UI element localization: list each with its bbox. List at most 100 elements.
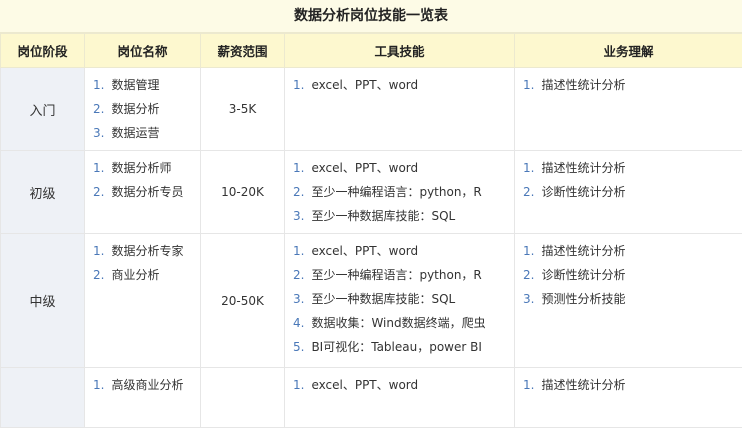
position-cell: 1.数据管理 2. 数据分析 3. 数据运营 bbox=[85, 68, 201, 151]
item-number: 3. bbox=[293, 292, 304, 306]
item-number: 2. bbox=[93, 102, 104, 116]
item-text: 预测性分析技能 bbox=[541, 292, 625, 306]
business-item: 3. 预测性分析技能 bbox=[523, 287, 734, 311]
item-text: excel、PPT、word bbox=[311, 244, 418, 258]
tool-item: 1. excel、PPT、word bbox=[293, 373, 506, 397]
tool-item: 2. 至少一种编程语言：python，R bbox=[293, 263, 506, 287]
item-number: 1. bbox=[293, 161, 304, 175]
item-text: 诊断性统计分析 bbox=[541, 185, 625, 199]
item-text: 高级商业分析 bbox=[111, 378, 183, 392]
stage-cell: 中级 bbox=[1, 234, 85, 368]
item-text: 商业分析 bbox=[111, 268, 159, 282]
item-text: 数据运营 bbox=[111, 126, 159, 140]
header-row: 岗位阶段岗位名称薪资范围工具技能业务理解 bbox=[1, 34, 742, 68]
position-item: 2. 数据分析专员 bbox=[93, 180, 192, 204]
item-number: 2. bbox=[93, 268, 104, 282]
business-item: 2. 诊断性统计分析 bbox=[523, 263, 734, 287]
tool-cell: 1. excel、PPT、word 2. 至少一种编程语言：python，R 3. 至少一… bbox=[285, 151, 515, 234]
item-text: 描述性统计分析 bbox=[541, 244, 625, 258]
item-text: 诊断性统计分析 bbox=[541, 268, 625, 282]
item-number: 1. bbox=[523, 244, 534, 258]
item-number: 2. bbox=[93, 185, 104, 199]
salary-cell bbox=[201, 368, 285, 428]
column-header: 薪资范围 bbox=[201, 34, 285, 68]
item-number: 4. bbox=[293, 316, 304, 330]
business-item: 2. 诊断性统计分析 bbox=[523, 180, 734, 204]
item-text: BI可视化：Tableau，power BI bbox=[311, 340, 481, 354]
item-text: excel、PPT、word bbox=[311, 378, 418, 392]
tool-item: 1. excel、PPT、word bbox=[293, 156, 506, 180]
position-item: 1. 数据分析师 bbox=[93, 156, 192, 180]
item-number: 2. bbox=[293, 268, 304, 282]
item-number: 1. bbox=[293, 378, 304, 392]
stage-cell: 入门 bbox=[1, 68, 85, 151]
position-item: 1. 高级商业分析 bbox=[93, 373, 192, 397]
position-item: 1. 数据分析专家 bbox=[93, 239, 192, 263]
tool-item: 3. 至少一种数据库技能：SQL bbox=[293, 287, 506, 311]
item-number: 1. bbox=[93, 378, 104, 392]
business-cell: 1. 描述性统计分析 bbox=[515, 368, 742, 428]
column-header: 岗位名称 bbox=[85, 34, 201, 68]
item-text: excel、PPT、word bbox=[311, 78, 418, 92]
tool-item: 4. 数据收集：Wind数据终端，爬虫 bbox=[293, 311, 506, 335]
tool-item: 2. 至少一种编程语言：python，R bbox=[293, 180, 506, 204]
business-item: 1. 描述性统计分析 bbox=[523, 239, 734, 263]
item-text: excel、PPT、word bbox=[311, 161, 418, 175]
column-header: 工具技能 bbox=[285, 34, 515, 68]
table-title: 数据分析岗位技能一览表 bbox=[0, 0, 742, 33]
item-text: 数据管理 bbox=[111, 78, 159, 92]
salary-cell: 10-20K bbox=[201, 151, 285, 234]
position-cell: 1. 数据分析专家 2. 商业分析 bbox=[85, 234, 201, 368]
position-cell: 1. 数据分析师 2. 数据分析专员 bbox=[85, 151, 201, 234]
tool-cell: 1. excel、PPT、word bbox=[285, 368, 515, 428]
item-number: 2. bbox=[523, 185, 534, 199]
item-text: 至少一种编程语言：python，R bbox=[311, 185, 481, 199]
item-text: 数据分析 bbox=[111, 102, 159, 116]
item-text: 描述性统计分析 bbox=[541, 378, 625, 392]
item-text: 至少一种数据库技能：SQL bbox=[311, 209, 455, 223]
business-cell: 1. 描述性统计分析 bbox=[515, 68, 742, 151]
business-item: 1. 描述性统计分析 bbox=[523, 373, 734, 397]
item-number: 3. bbox=[293, 209, 304, 223]
item-number: 1. bbox=[523, 161, 534, 175]
item-text: 描述性统计分析 bbox=[541, 161, 625, 175]
column-header: 岗位阶段 bbox=[1, 34, 85, 68]
item-text: 数据分析专家 bbox=[111, 244, 183, 258]
item-number: 3. bbox=[93, 126, 104, 140]
item-number: 2. bbox=[293, 185, 304, 199]
item-text: 描述性统计分析 bbox=[541, 78, 625, 92]
stage-cell bbox=[1, 368, 85, 428]
item-text: 数据收集：Wind数据终端，爬虫 bbox=[311, 316, 485, 330]
position-item: 3. 数据运营 bbox=[93, 121, 192, 145]
item-number: 1. bbox=[523, 378, 534, 392]
item-number: 2. bbox=[523, 268, 534, 282]
item-text: 数据分析师 bbox=[111, 161, 171, 175]
business-cell: 1. 描述性统计分析 2. 诊断性统计分析 bbox=[515, 151, 742, 234]
item-text: 至少一种编程语言：python，R bbox=[311, 268, 481, 282]
tool-item: 1. excel、PPT、word bbox=[293, 239, 506, 263]
item-text: 至少一种数据库技能：SQL bbox=[311, 292, 455, 306]
tool-item: 3. 至少一种数据库技能：SQL bbox=[293, 204, 506, 228]
table-row: 中级 1. 数据分析专家 2. 商业分析 20-50K 1. excel、PPT、word 2.… bbox=[1, 234, 742, 368]
item-number: 1. bbox=[93, 244, 104, 258]
table-row: 1. 高级商业分析 1. excel、PPT、word 1. 描述性统计分析 bbox=[1, 368, 742, 428]
tool-item: 1.excel、PPT、word bbox=[293, 73, 506, 97]
item-text: 数据分析专员 bbox=[111, 185, 183, 199]
item-number: 5. bbox=[293, 340, 304, 354]
business-cell: 1. 描述性统计分析 2. 诊断性统计分析 3. 预测性分析技能 bbox=[515, 234, 742, 368]
tool-cell: 1.excel、PPT、word bbox=[285, 68, 515, 151]
position-cell: 1. 高级商业分析 bbox=[85, 368, 201, 428]
position-item: 1.数据管理 bbox=[93, 73, 192, 97]
item-number: 1. bbox=[523, 78, 534, 92]
business-item: 1. 描述性统计分析 bbox=[523, 73, 734, 97]
item-number: 3. bbox=[523, 292, 534, 306]
column-header: 业务理解 bbox=[515, 34, 742, 68]
item-number: 1. bbox=[293, 244, 304, 258]
salary-cell: 20-50K bbox=[201, 234, 285, 368]
item-number: 1. bbox=[93, 161, 104, 175]
salary-cell: 3-5K bbox=[201, 68, 285, 151]
position-item: 2. 数据分析 bbox=[93, 97, 192, 121]
